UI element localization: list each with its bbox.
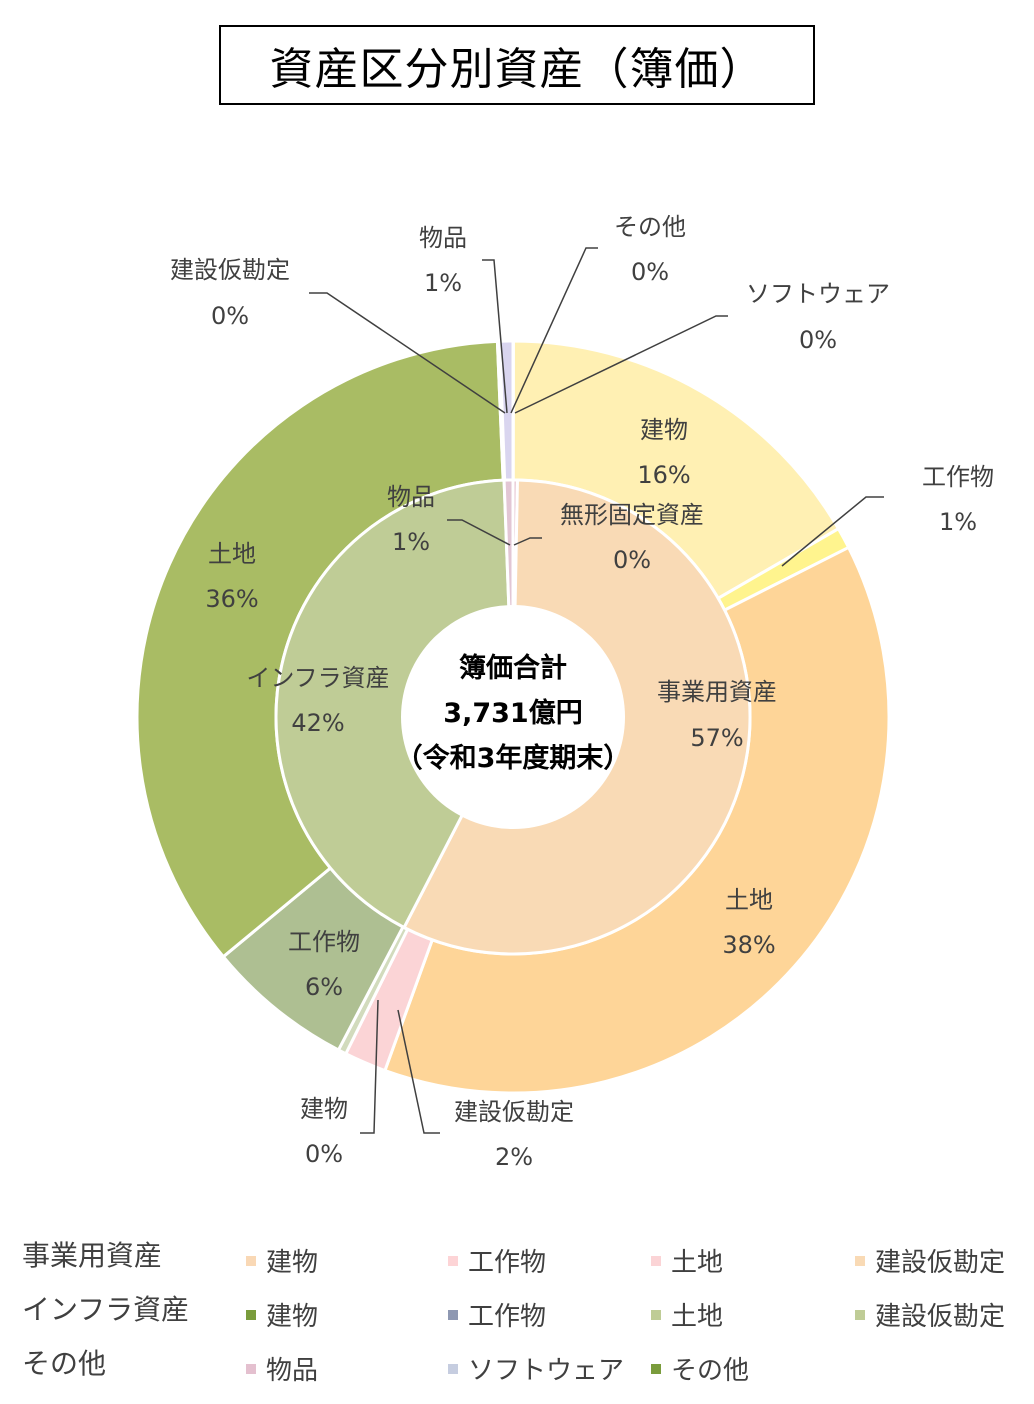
label-outer-tochi-infra-name: 土地 [208, 540, 256, 568]
legend-group-label: インフラ資産 [22, 1293, 190, 1326]
legend-swatch [246, 1363, 256, 1374]
center-hole [401, 605, 625, 829]
legend-item-label: 建物 [266, 1302, 319, 1332]
leader-line-buppin-outer [482, 259, 508, 414]
legend-item: 物品 [246, 1350, 318, 1387]
label-outer-tatemono-jigyou-pct: 16% [637, 461, 690, 489]
legend-item: 土地 [651, 1296, 723, 1333]
legend-group-label: その他 [22, 1347, 107, 1380]
legend-item-label: 土地 [671, 1302, 724, 1332]
legend-swatch [246, 1309, 256, 1320]
chart-title: 資産区分別資産（簿価） [269, 44, 765, 95]
label-outer-software-name: ソフトウェア [746, 280, 890, 308]
leader-line-buppin-inner [447, 519, 511, 546]
label-outer-kousakubutsu-jigyou-name: 工作物 [922, 463, 994, 491]
legend-item-label: 建物 [266, 1248, 319, 1278]
legend: 事業用資産 建物 工作物 土地 建設仮勘定 インフラ資産 建物 工作物 土地 建… [0, 1228, 1034, 1398]
label-inner-infra-name: インフラ資産 [246, 664, 389, 692]
center-label-line3: （令和3年度期末） [396, 742, 631, 774]
center-label-line2: 3,731億円 [443, 698, 582, 729]
legend-row-sonota: その他 物品 ソフトウェア その他 [0, 1336, 1034, 1386]
label-outer-tatemono-infra-name: 建物 [300, 1095, 348, 1123]
legend-swatch [651, 1309, 661, 1320]
legend-group-label: 事業用資産 [22, 1239, 163, 1272]
label-outer-kousakubutsu-jigyou-pct: 1% [939, 508, 977, 536]
label-inner-buppin-name: 物品 [387, 483, 435, 511]
label-outer-kensetsu-infra-pct: 0% [211, 302, 249, 330]
leader-line-sonota [510, 247, 598, 414]
legend-swatch [855, 1255, 865, 1266]
label-outer-kousakubutsu-infra-pct: 6% [305, 973, 343, 1001]
legend-item: ソフトウェア [448, 1350, 624, 1387]
legend-item-label: ソフトウェア [468, 1356, 625, 1386]
label-outer-sonota-name: その他 [614, 213, 686, 241]
legend-swatch [246, 1255, 256, 1266]
label-inner-mukei-pct: 0% [613, 546, 651, 574]
label-outer-tatemono-jigyou-name: 建物 [640, 416, 688, 444]
label-inner-jigyou-name: 事業用資産 [657, 678, 777, 706]
legend-swatch [448, 1255, 458, 1266]
legend-item-label: その他 [671, 1356, 750, 1386]
legend-item-label: 建設仮勘定 [875, 1248, 1006, 1278]
label-inner-infra-pct: 42% [291, 709, 344, 737]
label-outer-kensetsu-infra-name: 建設仮勘定 [170, 256, 290, 284]
leader-line-kensetsu-infra [309, 292, 506, 414]
legend-swatch [651, 1255, 661, 1266]
legend-item-label: 物品 [266, 1356, 319, 1386]
label-outer-kousakubutsu-infra-name: 工作物 [288, 928, 360, 956]
legend-item: 建設仮勘定 [855, 1242, 1005, 1279]
donut-chart: 簿価合計 3,731億円 （令和3年度期末） 建物 16% 工作物 1% 土地 … [135, 213, 994, 1171]
legend-row-infra: インフラ資産 建物 工作物 土地 建設仮勘定 [0, 1282, 1034, 1332]
label-outer-tochi-jigyou-pct: 38% [722, 931, 775, 959]
leader-line-software [514, 315, 728, 414]
outer-ring [135, 339, 891, 1095]
label-outer-tochi-jigyou-name: 土地 [725, 886, 773, 914]
label-outer-buppin-pct: 1% [424, 269, 462, 297]
legend-swatch [855, 1309, 865, 1320]
legend-item-label: 工作物 [468, 1302, 547, 1332]
legend-swatch [651, 1363, 661, 1374]
legend-item: 建設仮勘定 [855, 1296, 1005, 1333]
legend-item: 建物 [246, 1242, 318, 1279]
legend-item-label: 建設仮勘定 [875, 1302, 1006, 1332]
label-outer-kensetsu-jigyou-name: 建設仮勘定 [454, 1098, 574, 1126]
leader-line-kousakubutsu-jigyou [781, 496, 884, 567]
label-inner-buppin-pct: 1% [392, 528, 430, 556]
legend-item: 土地 [651, 1242, 723, 1279]
label-outer-tochi-infra-pct: 36% [205, 585, 258, 613]
label-inner-mukei-name: 無形固定資産 [560, 501, 704, 529]
label-outer-software-pct: 0% [799, 326, 837, 354]
label-outer-kensetsu-jigyou-pct: 2% [495, 1143, 533, 1171]
legend-swatch [448, 1363, 458, 1374]
legend-item: 建物 [246, 1296, 318, 1333]
legend-item: その他 [651, 1350, 749, 1387]
legend-item: 工作物 [448, 1296, 546, 1333]
legend-row-jigyou: 事業用資産 建物 工作物 土地 建設仮勘定 [0, 1228, 1034, 1278]
label-inner-jigyou-pct: 57% [690, 724, 743, 752]
label-outer-buppin-name: 物品 [419, 224, 467, 252]
center-label-line1: 簿価合計 [459, 652, 567, 684]
legend-item-label: 土地 [671, 1248, 724, 1278]
chart-title-box: 資産区分別資産（簿価） [219, 25, 815, 105]
legend-item: 工作物 [448, 1242, 546, 1279]
legend-swatch [448, 1309, 458, 1320]
leader-line-tatemono-infra [360, 999, 379, 1134]
leader-line-mukei [513, 537, 542, 546]
label-outer-tatemono-infra-pct: 0% [305, 1140, 343, 1168]
leader-line-kensetsu-jigyou [397, 1009, 440, 1134]
inner-ring [274, 478, 752, 956]
label-outer-sonota-pct: 0% [631, 258, 669, 286]
legend-item-label: 工作物 [468, 1248, 547, 1278]
